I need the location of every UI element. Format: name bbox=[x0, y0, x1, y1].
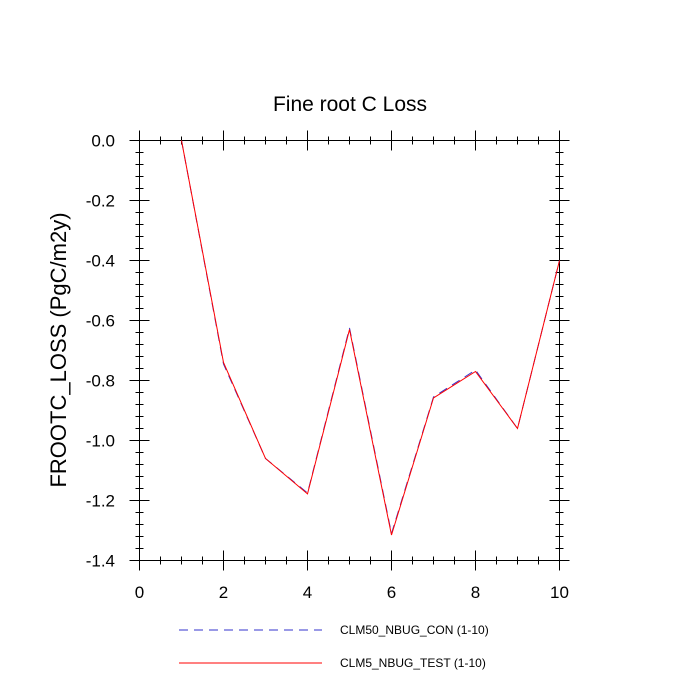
y-tick-label: -0.6 bbox=[86, 312, 115, 331]
series-line-1 bbox=[181, 140, 560, 534]
series-line-2 bbox=[181, 140, 560, 536]
y-tick-labels: 0.0 -0.2 -0.4 -0.6 -0.8 -1.0 -1.2 -1.4 bbox=[86, 132, 115, 571]
x-tick-label: 8 bbox=[471, 583, 480, 602]
chart-title: Fine root C Loss bbox=[273, 93, 427, 116]
y-tick-label: -1.0 bbox=[86, 432, 115, 451]
major-ticks bbox=[129, 130, 570, 571]
y-tick-label: 0.0 bbox=[91, 132, 115, 151]
x-tick-label: 4 bbox=[303, 583, 312, 602]
plot-frame bbox=[139, 140, 560, 561]
y-tick-label: -1.2 bbox=[86, 492, 115, 511]
x-tick-label: 2 bbox=[219, 583, 228, 602]
minor-ticks bbox=[135, 136, 564, 565]
y-tick-label: -0.4 bbox=[86, 252, 115, 271]
legend: CLM50_NBUG_CON (1-10) CLM5_NBUG_TEST (1-1… bbox=[179, 623, 489, 670]
y-tick-label: -0.2 bbox=[86, 192, 115, 211]
x-tick-label: 0 bbox=[135, 583, 144, 602]
y-tick-label: -0.8 bbox=[86, 372, 115, 391]
y-tick-label: -1.4 bbox=[86, 552, 115, 571]
series-layer bbox=[181, 140, 560, 536]
x-tick-labels: 0 2 4 6 8 10 bbox=[135, 583, 569, 602]
x-tick-label: 6 bbox=[387, 583, 396, 602]
y-axis-label: FROOTC_LOSS (PgC/m2y) bbox=[46, 212, 71, 487]
legend-label-2: CLM5_NBUG_TEST (1-10) bbox=[340, 656, 486, 670]
legend-label-1: CLM50_NBUG_CON (1-10) bbox=[340, 623, 489, 637]
x-tick-label: 10 bbox=[550, 583, 569, 602]
